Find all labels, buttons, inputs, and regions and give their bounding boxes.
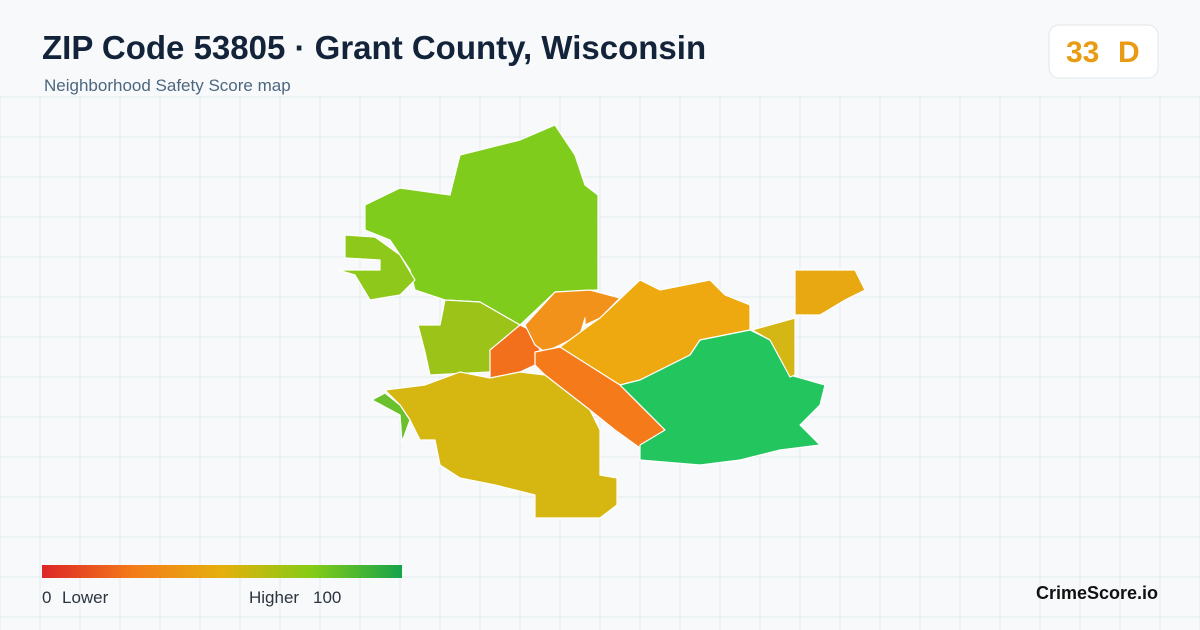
badge	[1048, 24, 1159, 79]
legend-max: 100	[313, 588, 341, 607]
title: ZIP Code 53805 · Grant County, Wisconsin	[42, 29, 706, 66]
region	[384, 371, 618, 519]
region	[619, 329, 826, 466]
region	[794, 269, 866, 316]
legend-max-label: Higher	[249, 588, 299, 607]
map	[337, 124, 866, 519]
badge-grade: D	[1118, 36, 1140, 69]
legend-min-label: Lower	[62, 588, 109, 607]
brand: CrimeScore.io	[1036, 583, 1158, 603]
subtitle: Neighborhood Safety Score map	[44, 76, 291, 95]
region	[371, 392, 411, 443]
legend-min: 0	[42, 588, 51, 607]
region	[751, 317, 796, 378]
region	[337, 234, 416, 301]
badge-score: 33	[1066, 36, 1099, 69]
region	[534, 346, 666, 449]
legend-bar	[42, 565, 402, 578]
